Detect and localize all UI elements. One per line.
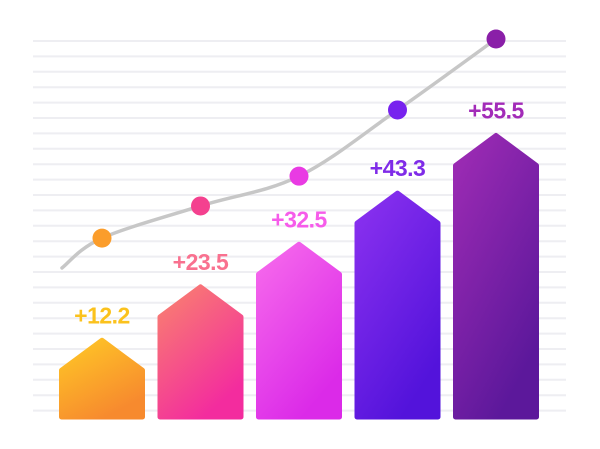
trend-dot: [289, 166, 309, 186]
trend-line-group: [60, 29, 506, 270]
bar-value-label: +55.5: [468, 97, 524, 123]
trend-dot: [388, 100, 407, 120]
bar: [157, 284, 244, 420]
bar: [354, 190, 441, 420]
bar-value-label: +43.3: [370, 155, 426, 181]
bar: [59, 337, 145, 420]
bar: [256, 241, 342, 420]
bars-group: [59, 132, 539, 420]
bar-labels-group: +12.2 +23.5 +32.5 +43.3 +55.5: [74, 97, 525, 328]
trend-dot: [191, 196, 210, 216]
bar-value-label: +12.2: [74, 302, 130, 328]
bar: [453, 132, 539, 420]
bar-value-label: +32.5: [271, 206, 327, 232]
trend-dot: [486, 29, 506, 49]
bar-value-label: +23.5: [173, 249, 229, 275]
trend-dot: [92, 228, 112, 248]
